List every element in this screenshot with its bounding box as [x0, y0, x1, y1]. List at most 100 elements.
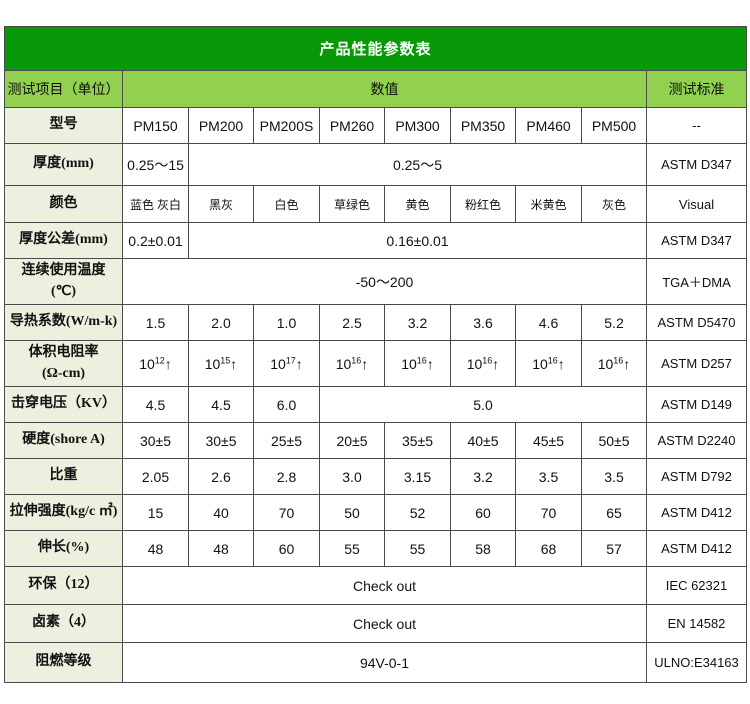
value-cell: 蓝色 灰白	[122, 185, 189, 223]
value-cell: 30±5	[122, 422, 189, 459]
value-cell: 50	[319, 494, 385, 531]
value-cell: 2.8	[253, 458, 320, 495]
value-cell: 黑灰	[188, 185, 254, 223]
value-cell: 5.2	[581, 304, 647, 341]
standard-cell: ASTM D412	[645, 530, 748, 567]
value-cell: 40	[188, 494, 254, 531]
value-cell: 1.0	[253, 304, 320, 341]
value-cell: 65	[581, 494, 647, 531]
value-cell: 25±5	[253, 422, 320, 459]
standard-cell: ULNO:E34163	[645, 642, 748, 683]
value-cell: 1012↑	[122, 340, 189, 387]
table-row: 阻燃等级 94V-0-1 ULNO:E34163	[4, 642, 748, 683]
value-cell: 70	[515, 494, 582, 531]
value-cell: 40±5	[450, 422, 516, 459]
value-cell: 灰色	[581, 185, 647, 223]
product-spec-table: 产品性能参数表 测试项目（单位） 数值 测试标准 型号 PM150 PM200 PM2…	[3, 26, 748, 683]
value-cell: 2.5	[319, 304, 385, 341]
row-label: 阻燃等级	[4, 642, 123, 683]
value-cell: 草绿色	[319, 185, 385, 223]
table-row: 导热系数(W/m-k) 1.5 2.0 1.0 2.5 3.2 3.6 4.6 5.2 ASTM …	[4, 304, 748, 341]
table-row: 卤素（4） Check out EN 14582	[4, 604, 748, 643]
standard-cell: Visual	[645, 185, 748, 223]
row-label: 厚度(mm)	[4, 143, 123, 186]
value-cell: Check out	[122, 566, 647, 605]
value-cell: 0.25～15	[122, 143, 189, 186]
column-header-row: 测试项目（单位） 数值 测试标准	[4, 70, 748, 108]
value-cell: 3.5	[515, 458, 582, 495]
value-cell: 1016↑	[450, 340, 516, 387]
table-row: 连续使用温度 (℃) -50～200 TGA＋DMA	[4, 258, 748, 305]
value-cell: 4.6	[515, 304, 582, 341]
value-cell: PM260	[319, 107, 385, 144]
value-cell: 60	[253, 530, 320, 567]
row-label: 拉伸强度(kg/c ㎡)	[4, 494, 123, 531]
value-cell: 1017↑	[253, 340, 320, 387]
value-cell: 白色	[253, 185, 320, 223]
spec-table-body: 型号 PM150 PM200 PM200S PM260 PM300 PM350 PM460 PM…	[4, 107, 748, 683]
standard-cell: TGA＋DMA	[645, 258, 748, 305]
standard-cell: ASTM D5470	[645, 304, 748, 341]
value-cell: 1016↑	[384, 340, 451, 387]
standard-cell: ASTM D257	[645, 340, 748, 387]
value-cell: 55	[319, 530, 385, 567]
value-cell: 1016↑	[319, 340, 385, 387]
value-cell: 3.5	[581, 458, 647, 495]
standard-cell: ASTM D792	[645, 458, 748, 495]
standard-cell: ASTM D347	[645, 222, 748, 259]
value-cell: 2.05	[122, 458, 189, 495]
row-label: 颜色	[4, 185, 123, 223]
table-row: 厚度公差(mm) 0.2±0.01 0.16±0.01 ASTM D347	[4, 222, 748, 259]
row-label: 击穿电压（KV）	[4, 386, 123, 423]
value-cell: 68	[515, 530, 582, 567]
value-cell: 2.0	[188, 304, 254, 341]
standard-cell: ASTM D2240	[645, 422, 748, 459]
row-label: 导热系数(W/m-k)	[4, 304, 123, 341]
value-cell: 57	[581, 530, 647, 567]
value-cell: PM150	[122, 107, 189, 144]
value-cell: 1015↑	[188, 340, 254, 387]
value-cell: 0.16±0.01	[188, 222, 647, 259]
value-cell: 2.6	[188, 458, 254, 495]
header-value: 数值	[122, 70, 647, 108]
standard-cell: ASTM D149	[645, 386, 748, 423]
row-label: 型号	[4, 107, 123, 144]
value-cell: 3.2	[384, 304, 451, 341]
value-cell: 0.2±0.01	[122, 222, 189, 259]
row-label: 环保（12）	[4, 566, 123, 605]
value-cell: 52	[384, 494, 451, 531]
title-row: 产品性能参数表	[3, 26, 748, 71]
value-cell: 3.6	[450, 304, 516, 341]
value-cell: 48	[122, 530, 189, 567]
value-cell: 58	[450, 530, 516, 567]
value-cell: 94V-0-1	[122, 642, 647, 683]
table-title: 产品性能参数表	[3, 26, 748, 71]
value-cell: 60	[450, 494, 516, 531]
value-cell: 30±5	[188, 422, 254, 459]
value-cell: PM460	[515, 107, 582, 144]
value-cell: 1016↑	[515, 340, 582, 387]
row-label: 卤素（4）	[4, 604, 123, 643]
standard-cell: ASTM D412	[645, 494, 748, 531]
table-row: 拉伸强度(kg/c ㎡) 15 40 70 50 52 60 70 65 ASTM D412	[4, 494, 748, 531]
value-cell: 48	[188, 530, 254, 567]
value-cell: PM300	[384, 107, 451, 144]
standard-cell: ASTM D347	[645, 143, 748, 186]
value-cell: 50±5	[581, 422, 647, 459]
row-label: 体积电阻率 (Ω-cm)	[4, 340, 123, 387]
value-cell: PM350	[450, 107, 516, 144]
table-row: 型号 PM150 PM200 PM200S PM260 PM300 PM350 PM460 PM…	[4, 107, 748, 144]
value-cell: PM500	[581, 107, 647, 144]
table-row: 环保（12） Check out IEC 62321	[4, 566, 748, 605]
value-cell: 米黄色	[515, 185, 582, 223]
table-row: 硬度(shore A) 30±5 30±5 25±5 20±5 35±5 40±5 45±5 5…	[4, 422, 748, 459]
value-cell: 3.15	[384, 458, 451, 495]
standard-cell: EN 14582	[645, 604, 748, 643]
table-row: 厚度(mm) 0.25～15 0.25～5 ASTM D347	[4, 143, 748, 186]
table-row: 体积电阻率 (Ω-cm) 1012↑ 1015↑ 1017↑ 1016↑ 1016↑ 101…	[4, 340, 748, 387]
row-label: 连续使用温度 (℃)	[4, 258, 123, 305]
value-cell: 20±5	[319, 422, 385, 459]
value-cell: 55	[384, 530, 451, 567]
header-test-standard: 测试标准	[645, 70, 748, 108]
row-label: 硬度(shore A)	[4, 422, 123, 459]
